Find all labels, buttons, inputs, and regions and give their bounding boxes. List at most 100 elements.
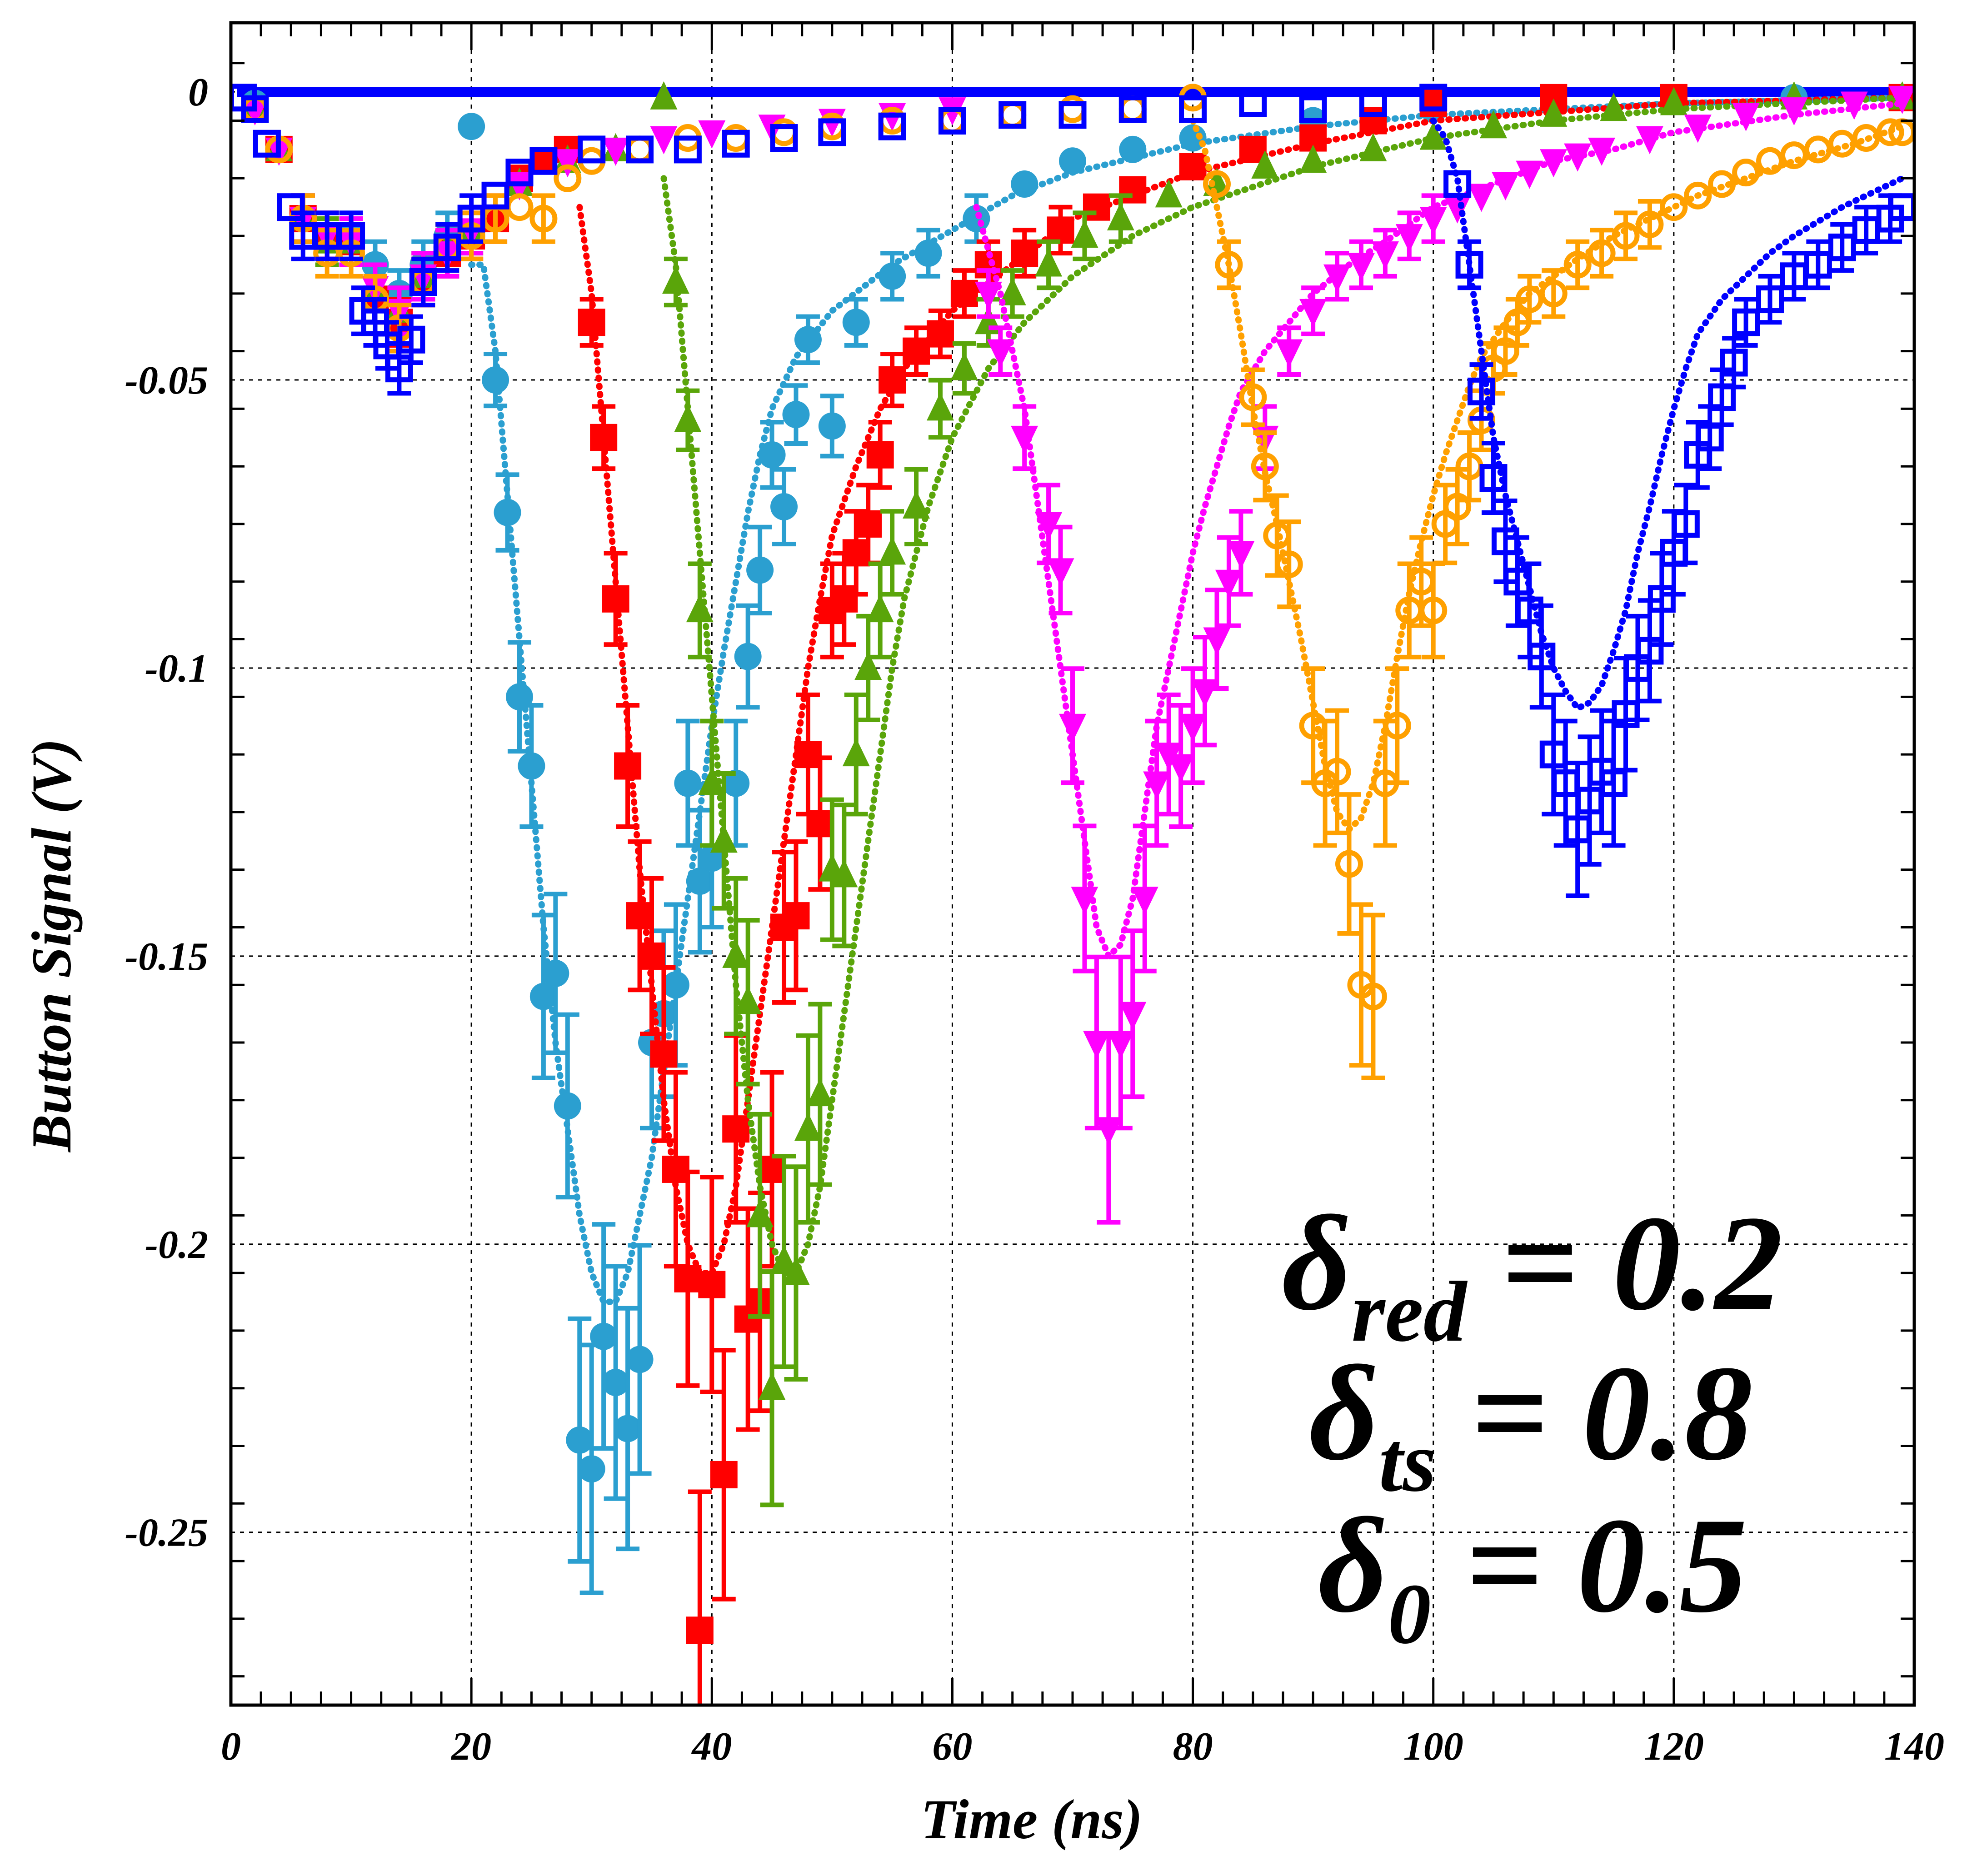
data-point	[1383, 712, 1411, 740]
data-point	[1119, 176, 1147, 204]
value-ts: = 0.8	[1436, 1337, 1752, 1488]
data-point	[626, 135, 654, 164]
data-point	[602, 1369, 629, 1397]
data-point	[1828, 233, 1856, 261]
data-point	[914, 239, 942, 267]
data-point	[854, 651, 882, 680]
data-point	[974, 281, 1002, 310]
value-red: = 0.2	[1467, 1187, 1783, 1338]
data-point	[1647, 585, 1676, 613]
x-tick-label: 0	[221, 1725, 241, 1769]
data-point	[1696, 424, 1724, 452]
data-point	[879, 262, 906, 290]
data-point	[1251, 452, 1279, 480]
data-point	[1443, 195, 1471, 224]
annotation-delta-red: δred = 0.2	[1282, 1187, 1783, 1360]
data-point	[998, 101, 1027, 129]
annotation-delta-ts: δts = 0.8	[1309, 1337, 1752, 1510]
data-point	[1107, 1031, 1134, 1059]
data-point	[602, 137, 629, 166]
data-point	[1011, 170, 1038, 198]
data-point	[626, 1346, 654, 1373]
x-tick-label: 120	[1644, 1725, 1704, 1769]
data-point	[1491, 337, 1519, 365]
data-point	[1323, 758, 1351, 786]
data-point	[566, 1426, 594, 1454]
data-point	[518, 752, 545, 780]
data-point	[879, 536, 906, 565]
data-point	[1539, 279, 1568, 308]
data-point	[1059, 713, 1086, 742]
data-point	[1239, 89, 1267, 117]
data-point	[662, 971, 689, 999]
data-point	[626, 902, 654, 930]
annotation-delta-0: δ0 = 0.5	[1318, 1490, 1747, 1662]
parameter-annotation: δred = 0.2 δts = 0.8 δ0 = 0.5	[1282, 1187, 1783, 1662]
data-point	[1732, 103, 1760, 131]
data-point	[458, 113, 485, 140]
data-point	[782, 401, 810, 429]
data-point	[1059, 147, 1086, 175]
data-point	[722, 939, 750, 968]
data-point	[866, 594, 894, 623]
data-point	[578, 1455, 605, 1483]
subscript-0: 0	[1388, 1567, 1431, 1662]
data-point	[1071, 887, 1098, 915]
data-point	[590, 1322, 618, 1350]
data-point	[542, 959, 569, 987]
x-tick-label: 40	[691, 1725, 732, 1769]
data-point	[1708, 170, 1736, 198]
data-point	[1660, 87, 1687, 115]
data-point	[1540, 98, 1568, 127]
data-point	[554, 164, 582, 192]
data-point	[698, 767, 726, 795]
data-point	[1588, 137, 1616, 166]
data-point	[842, 309, 870, 336]
data-point	[1035, 512, 1063, 540]
delta-symbol: δ	[1282, 1187, 1352, 1338]
x-tick-label: 100	[1403, 1725, 1463, 1769]
data-point	[614, 1415, 642, 1442]
data-point	[686, 1617, 714, 1644]
data-point	[1107, 202, 1134, 231]
data-point	[409, 268, 437, 296]
data-point	[998, 277, 1026, 305]
data-point	[746, 1199, 774, 1227]
data-point	[1179, 153, 1207, 180]
y-tick-label: -0.05	[125, 359, 208, 403]
data-point	[782, 902, 810, 930]
data-point	[758, 441, 786, 469]
data-point	[758, 1155, 786, 1183]
data-point	[1876, 118, 1904, 146]
data-point	[818, 412, 846, 440]
data-point	[1275, 550, 1303, 579]
data-point	[650, 1040, 678, 1068]
data-point	[830, 859, 858, 888]
data-point	[1756, 147, 1784, 175]
data-point	[494, 499, 521, 526]
data-point	[529, 983, 557, 1010]
data-point	[590, 424, 618, 451]
data-point	[1588, 239, 1616, 267]
data-point	[734, 986, 762, 1014]
data-point	[1011, 425, 1038, 454]
data-point	[1179, 95, 1207, 123]
data-point	[1359, 89, 1387, 117]
data-point	[1840, 91, 1868, 120]
y-tick-label: -0.2	[145, 1223, 208, 1267]
data-point	[1888, 85, 1914, 114]
data-point	[1203, 627, 1231, 656]
data-point	[987, 339, 1014, 368]
y-tick-label: -0.1	[145, 647, 208, 691]
data-point	[1660, 193, 1688, 221]
data-point	[1011, 239, 1038, 267]
data-point	[1239, 383, 1267, 411]
data-point	[950, 352, 978, 380]
data-point	[734, 643, 762, 670]
data-point	[1335, 850, 1363, 878]
value-0: = 0.5	[1431, 1490, 1747, 1641]
data-point	[1515, 285, 1543, 314]
data-point	[1203, 170, 1231, 198]
data-point	[686, 594, 714, 623]
data-point	[1828, 130, 1856, 158]
